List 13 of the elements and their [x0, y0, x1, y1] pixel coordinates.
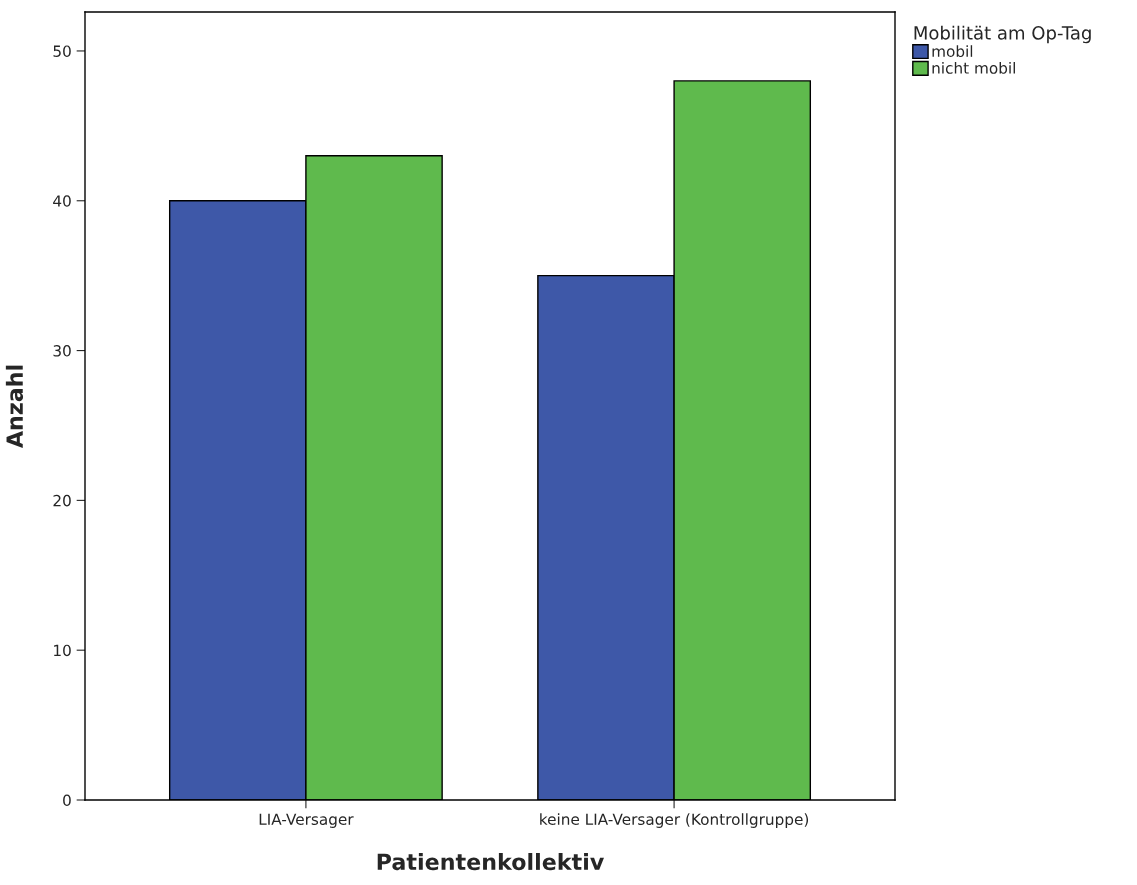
legend-label: mobil: [932, 45, 973, 58]
y-tick-label: 30: [53, 345, 71, 357]
y-tick-label: 40: [53, 195, 71, 207]
legend-label: nicht mobil: [932, 61, 1015, 74]
x-tick-label: keine LIA-Versager (Kontrollgruppe): [540, 813, 809, 828]
y-tick-label: 10: [54, 644, 71, 657]
y-tick-label: 50: [53, 45, 71, 57]
legend-title: Mobilität am Op-Tag: [914, 25, 1091, 44]
y-tick-label: 20: [53, 494, 71, 507]
x-axis-title: Patientenkollektiv: [377, 852, 604, 871]
x-tick-label: LIA-Versager: [259, 813, 354, 828]
y-tick-label: 0: [63, 794, 71, 807]
y-axis-title: Anzahl: [5, 365, 24, 449]
